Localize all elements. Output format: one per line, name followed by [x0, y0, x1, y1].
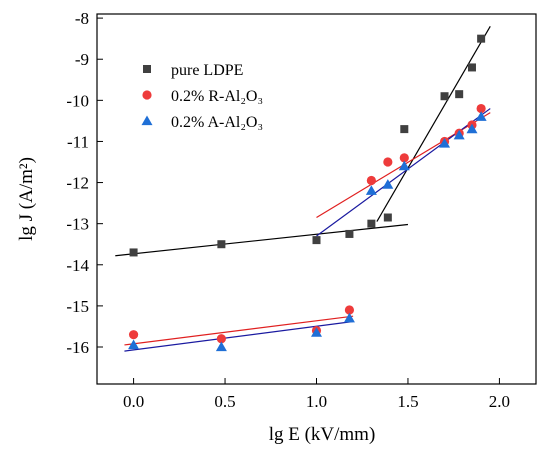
- fit-line: [376, 26, 491, 222]
- data-point: [477, 34, 486, 43]
- y-tick-label: -11: [67, 132, 89, 151]
- legend-label: 0.2% A-Al₂O₃: [171, 114, 263, 131]
- x-axis-label: lg E (kV/mm): [269, 424, 376, 445]
- y-axis-label: lg J (A/m²): [16, 157, 37, 241]
- y-tick-label: -10: [66, 91, 89, 110]
- data-point: [367, 219, 376, 228]
- data-point: [366, 175, 376, 186]
- data-point: [345, 229, 354, 238]
- data-point: [453, 129, 465, 140]
- data-point: [383, 213, 392, 222]
- data-point: [476, 103, 486, 114]
- legend-marker: [143, 65, 151, 73]
- data-point: [344, 305, 355, 315]
- fit-line: [124, 315, 354, 346]
- legend-label: 0.2% R-Al₂O₃: [171, 88, 263, 105]
- x-tick-label: 2.0: [489, 392, 510, 411]
- data-point: [217, 240, 226, 249]
- data-point: [398, 160, 410, 171]
- y-tick-label: -12: [66, 174, 89, 193]
- data-point: [400, 125, 409, 134]
- y-tick-label: -9: [75, 50, 89, 69]
- legend: pure LDPE 0.2% R-Al₂O₃ 0.2% A-Al₂O₃: [141, 62, 263, 131]
- data-point: [216, 334, 226, 344]
- data-point: [467, 63, 476, 72]
- data-point: [311, 327, 322, 337]
- ticks: 0.0 0.5 1.0 1.5 2.0 -16 -15 -14 -13 -12 -11 -10 -9 -8: [66, 9, 510, 411]
- data-point: [475, 111, 487, 121]
- data-points: [128, 34, 487, 352]
- data-point: [399, 153, 409, 163]
- x-tick-label: 0.5: [214, 392, 235, 411]
- legend-marker: [142, 90, 152, 100]
- data-point: [128, 330, 139, 340]
- data-point: [383, 157, 393, 167]
- data-point: [440, 92, 449, 101]
- y-tick-label: -15: [66, 297, 89, 316]
- legend-label: pure LDPE: [171, 62, 243, 79]
- y-tick-label: -14: [66, 256, 89, 275]
- y-tick-label: -8: [75, 9, 89, 28]
- data-point: [466, 123, 478, 134]
- x-tick-label: 0.0: [123, 392, 144, 411]
- x-tick-label: 1.5: [397, 392, 418, 411]
- data-point: [128, 339, 140, 350]
- data-point: [382, 179, 394, 189]
- data-point: [455, 90, 464, 99]
- y-tick-label: -16: [66, 338, 89, 357]
- data-point: [365, 185, 377, 195]
- x-tick-label: 1.0: [306, 392, 327, 411]
- data-point: [215, 341, 227, 352]
- fit-line: [115, 223, 409, 257]
- data-point: [439, 138, 451, 148]
- data-point: [343, 312, 355, 323]
- y-tick-label: -13: [66, 215, 89, 234]
- data-point: [129, 248, 138, 257]
- data-point: [312, 236, 321, 245]
- legend-marker: [141, 115, 153, 126]
